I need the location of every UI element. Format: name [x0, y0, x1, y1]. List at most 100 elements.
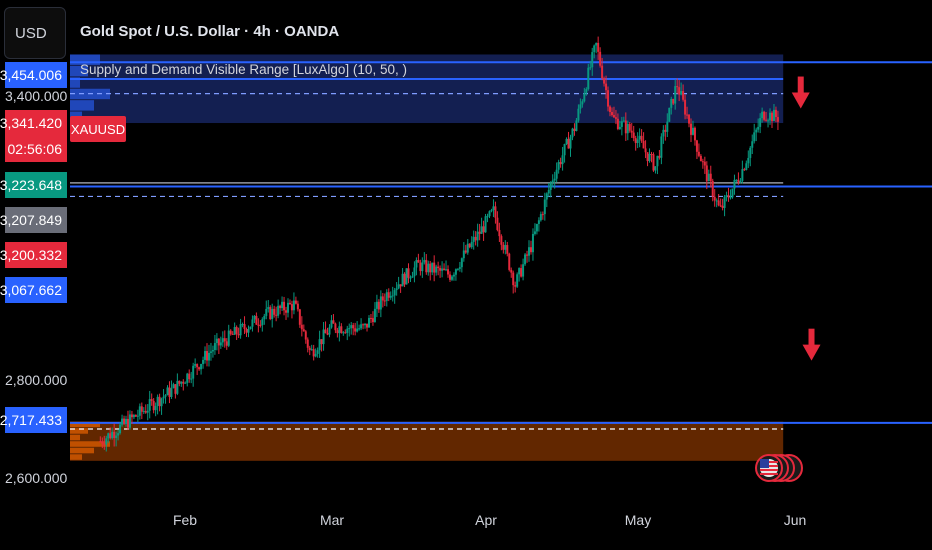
down-arrow-shaft — [797, 76, 804, 95]
candle-body — [196, 364, 199, 368]
candle-body — [415, 260, 418, 268]
candle-body — [711, 180, 714, 197]
candle-body — [249, 326, 252, 330]
candle-body — [101, 441, 104, 444]
price-label-2800: 2,800.000 — [5, 372, 68, 388]
flag-canton — [760, 459, 769, 468]
us-flag-events[interactable] — [755, 454, 803, 482]
flag-stripe — [760, 469, 778, 471]
candle-body — [427, 263, 430, 273]
candle-body — [628, 124, 631, 131]
candle-body — [290, 304, 293, 311]
candle-body — [117, 433, 120, 436]
candle-body — [589, 67, 592, 69]
candle-body — [648, 153, 651, 162]
indicator-label[interactable]: Supply and Demand Visible Range [LuxAlgo… — [80, 62, 407, 77]
candle-body — [508, 253, 511, 270]
candle-body — [138, 406, 141, 416]
currency-label: USD — [15, 24, 47, 42]
candle-body — [761, 111, 764, 119]
candle-body — [642, 140, 645, 149]
candle-body — [524, 254, 527, 265]
candle-body — [593, 45, 596, 53]
candle-body — [448, 274, 451, 280]
candle-body — [105, 438, 108, 445]
time-label-feb: Feb — [172, 512, 198, 528]
candle-body — [727, 195, 730, 198]
candle-body — [676, 86, 679, 88]
candle-body — [207, 352, 210, 361]
candle-body — [733, 179, 736, 189]
candle-body — [567, 138, 570, 149]
candle-body — [364, 323, 367, 326]
candle-body — [340, 326, 343, 333]
candle-body — [346, 328, 349, 333]
candle-body — [713, 196, 716, 201]
candle-body — [537, 220, 540, 224]
candle-body — [506, 245, 509, 254]
candle-body — [146, 410, 149, 413]
candle-body — [498, 229, 501, 237]
candle-body — [771, 112, 773, 122]
candle-body — [217, 338, 220, 346]
candle-body — [557, 162, 560, 170]
candle-body — [154, 405, 157, 411]
candle-body — [763, 111, 766, 120]
candle-body — [239, 324, 242, 336]
currency-button[interactable]: USD — [4, 7, 66, 59]
supply-zone — [70, 54, 784, 124]
candle-body — [745, 163, 748, 170]
candle-body — [300, 324, 303, 330]
candle-body — [358, 328, 361, 330]
candle-body — [620, 121, 623, 127]
candle-body — [281, 301, 284, 309]
candle-body — [765, 119, 768, 121]
candle-body — [125, 418, 128, 424]
candle-body — [140, 406, 143, 412]
candle-body — [658, 155, 661, 158]
candle-body — [247, 329, 250, 333]
candle-body — [614, 117, 617, 119]
candle-body — [119, 424, 122, 434]
candle-body — [277, 305, 280, 316]
candle-body — [644, 148, 647, 153]
candle-body — [235, 327, 238, 335]
price-label-2600: 2,600.000 — [5, 470, 68, 486]
candle-body — [241, 324, 244, 326]
time-label-may: May — [624, 512, 652, 528]
demand-profile-bar — [70, 441, 110, 447]
candle-body — [476, 231, 479, 241]
candle-body — [126, 418, 129, 428]
candle-body — [257, 324, 260, 326]
candle-body — [729, 197, 732, 199]
down-arrow-1 — [802, 328, 821, 361]
candle-body — [348, 328, 351, 330]
candle-body — [393, 290, 396, 296]
candle-body — [699, 155, 702, 162]
levels-layer — [70, 61, 932, 430]
candle-body — [184, 382, 187, 384]
us-flag-icon[interactable] — [755, 454, 783, 482]
candle-body — [320, 339, 323, 345]
candle-body — [490, 210, 493, 212]
candle-body — [520, 268, 523, 277]
price-tag-last-price: 3,341.420 — [0, 110, 67, 136]
candle-body — [190, 378, 193, 380]
candle-body — [413, 267, 416, 277]
candle-body — [571, 128, 574, 138]
candle-body — [399, 284, 402, 287]
candle-body — [541, 214, 544, 216]
candle-body — [697, 151, 700, 156]
price-label-3400: 3,400.000 — [5, 88, 68, 104]
candle-body — [632, 132, 635, 139]
candle-body — [638, 135, 641, 140]
candle-body — [123, 418, 126, 424]
candle-body — [776, 117, 779, 122]
candle-body — [211, 350, 214, 352]
candle-body — [693, 127, 696, 141]
price-tag-level-high: 3,454.006 — [0, 62, 67, 88]
candle-body — [213, 343, 216, 351]
candle-body — [160, 398, 163, 407]
candle-body — [113, 431, 116, 438]
